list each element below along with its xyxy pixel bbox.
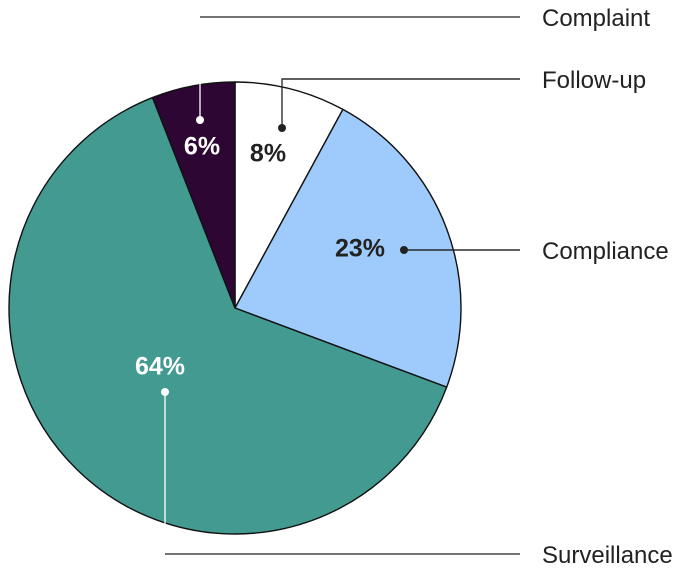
category-label-complaint: Complaint: [542, 5, 650, 32]
pie-slice-compliance: [234, 108, 462, 388]
leader-dot-surveillance: [161, 388, 169, 396]
slice-labels: 8% Follow-up 23% Compliance 64% Surveillance 6…: [135, 5, 673, 569]
pie-slice-complaint: [151, 81, 236, 309]
leader-dot-compliance: [400, 246, 408, 254]
pie-slices: [8, 81, 462, 535]
pie-slice-follow-up: [234, 81, 344, 309]
category-label-compliance: Compliance: [542, 238, 669, 265]
leader-dot-follow-up: [278, 124, 286, 132]
percent-label-compliance: 23%: [335, 235, 385, 263]
category-label-follow-up: Follow-up: [542, 67, 646, 94]
leader-lines: [161, 16, 520, 555]
percent-label-follow-up: 8%: [250, 140, 286, 168]
percent-label-surveillance: 64%: [135, 353, 185, 381]
category-label-surveillance: Surveillance: [542, 542, 673, 569]
pie-slice-surveillance: [8, 96, 448, 535]
percent-label-complaint: 6%: [184, 133, 220, 161]
leader-dot-complaint: [196, 116, 204, 124]
